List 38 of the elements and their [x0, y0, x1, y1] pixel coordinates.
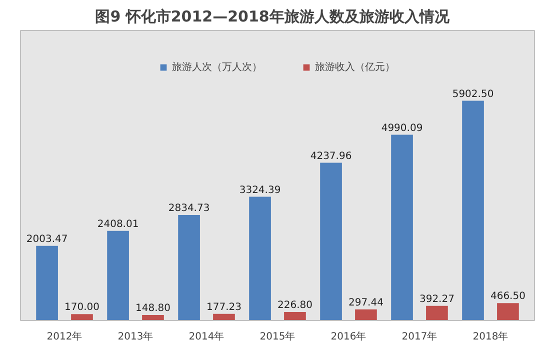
data-label: 170.00 — [64, 302, 100, 314]
legend-label: 旅游人次（万人次） — [172, 60, 262, 74]
bar — [462, 100, 484, 320]
x-tick-label: 2016年 — [330, 330, 366, 342]
bar — [284, 312, 306, 320]
bar — [249, 196, 271, 320]
data-label: 2834.73 — [168, 202, 210, 214]
data-label: 226.80 — [277, 300, 312, 312]
bar — [391, 134, 413, 320]
data-label: 3324.39 — [239, 184, 281, 196]
x-tick-label: 2018年 — [472, 330, 508, 342]
legend-label: 旅游收入（亿元） — [315, 60, 395, 74]
data-label: 148.80 — [135, 302, 170, 314]
data-label: 2408.01 — [97, 218, 139, 230]
x-tick-label: 2015年 — [260, 330, 296, 342]
data-label: 4990.09 — [381, 122, 423, 134]
data-label: 4237.96 — [310, 150, 352, 162]
data-label: 177.23 — [206, 302, 242, 313]
bar — [497, 303, 519, 320]
bar — [142, 314, 164, 320]
bar — [36, 246, 58, 320]
data-label: 466.50 — [490, 291, 526, 302]
bar — [320, 162, 342, 320]
x-tick-label: 2014年 — [188, 330, 224, 342]
x-tick-label: 2013年 — [118, 330, 154, 342]
bar — [178, 214, 200, 320]
bar — [355, 309, 377, 320]
data-label: 2003.47 — [26, 234, 68, 245]
x-tick-label: 2017年 — [402, 330, 438, 342]
bar — [71, 314, 93, 320]
chart-title: 图9 怀化市2012—2018年旅游人数及旅游收入情况 — [95, 8, 450, 26]
bar — [426, 306, 448, 320]
x-tick-label: 2012年 — [46, 330, 82, 342]
bar — [107, 230, 129, 320]
data-label: 297.44 — [348, 297, 384, 308]
data-label: 392.27 — [419, 294, 454, 305]
bar — [213, 314, 235, 320]
data-label: 5902.50 — [452, 88, 494, 100]
